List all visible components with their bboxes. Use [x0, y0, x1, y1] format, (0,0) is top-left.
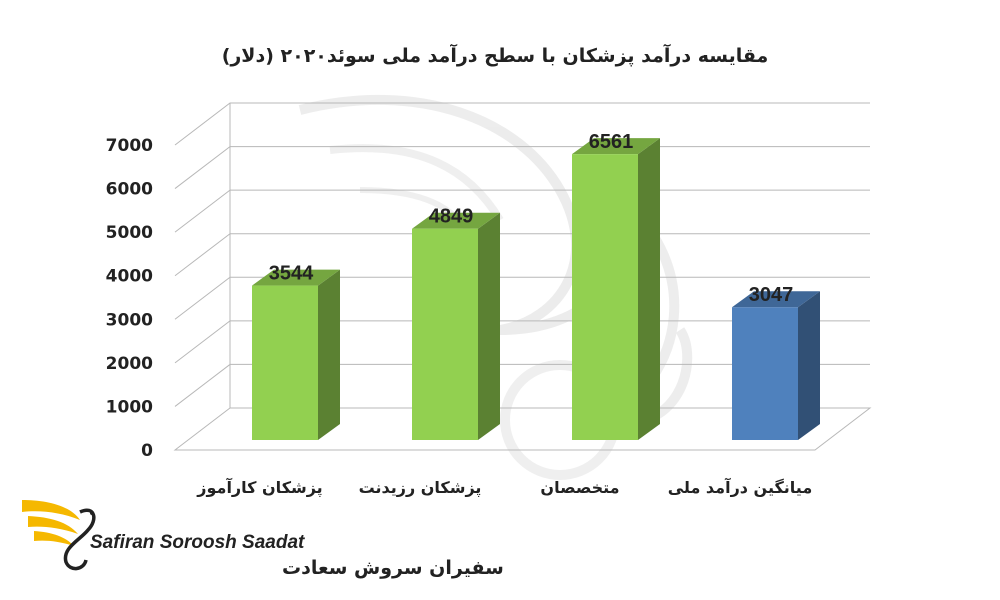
gridline: [174, 189, 870, 233]
bar-top: [252, 269, 340, 286]
y-tick-label: 2000: [106, 354, 153, 374]
y-axis-ticks: 0 1000 2000 3000 4000 5000 6000 7000: [106, 136, 153, 461]
category-label: پزشکان رزیدنت: [359, 478, 482, 498]
data-label: 3544: [269, 263, 314, 285]
y-tick-label: 0: [141, 441, 153, 461]
y-tick-label: 7000: [106, 136, 153, 156]
data-label: 4849: [429, 206, 474, 228]
bar-top: [572, 138, 660, 155]
logo-persian-text: سفیران سروش سعادت: [282, 557, 504, 579]
bars: [252, 138, 820, 440]
bar-side: [318, 269, 340, 440]
logo-latin-text: Safiran Soroosh Saadat: [90, 532, 305, 553]
gridline: [174, 146, 870, 189]
category-label: میانگین درآمد ملی: [668, 477, 813, 497]
x-axis-categories: پزشکان کارآموز پزشکان رزیدنت متخصصان میانگی…: [196, 477, 812, 498]
bar: [252, 269, 340, 440]
gridline: [173, 407, 872, 451]
y-tick-label: 6000: [106, 180, 153, 200]
bar: [572, 138, 660, 440]
bar-side: [478, 212, 500, 440]
bar-front: [732, 307, 798, 440]
y-tick-label: 3000: [106, 310, 153, 330]
y-tick-label: 4000: [106, 267, 153, 287]
bar-side: [638, 138, 660, 440]
bar: [732, 291, 820, 440]
category-label: متخصصان: [540, 478, 619, 497]
brand-logo: Safiran Soroosh Saadat سفیران سروش سعادت: [22, 500, 504, 579]
bar-top: [732, 291, 820, 308]
data-labels: 3544 4849 6561 3047: [269, 131, 794, 306]
bar-top: [412, 212, 500, 229]
data-label: 3047: [749, 284, 794, 306]
y-tick-label: 5000: [106, 223, 153, 243]
bar-front: [252, 285, 318, 440]
bar: [412, 212, 500, 440]
gridline: [174, 102, 870, 146]
category-label: پزشکان کارآموز: [196, 477, 322, 498]
bar-front: [572, 154, 638, 440]
eagle-wings-icon: [22, 500, 96, 571]
bar-side: [798, 291, 820, 440]
bar-front: [412, 228, 478, 440]
chart-title: مقایسه درآمد پزشکان با سطح درآمد ملی سوئ…: [222, 43, 769, 67]
y-tick-label: 1000: [106, 397, 153, 417]
data-label: 6561: [589, 131, 634, 153]
